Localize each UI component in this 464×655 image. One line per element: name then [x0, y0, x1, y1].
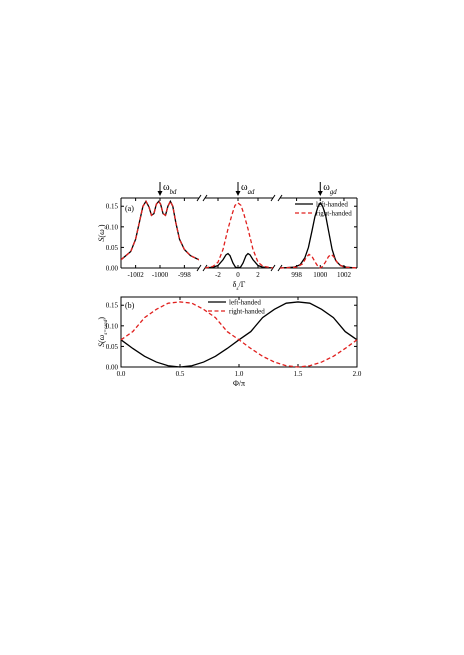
arrow-label: ωad: [241, 182, 255, 196]
arrow-label: ωgd: [323, 182, 337, 196]
x-tick-label: 1.0: [235, 370, 244, 378]
x-tick-label: -2: [215, 271, 221, 279]
x-tick-label: -998: [178, 271, 191, 279]
arrow-label: ωbd: [163, 182, 177, 196]
y-tick-label: 0.00: [106, 265, 119, 273]
arrow-head: [317, 191, 323, 196]
panel-label: (b): [125, 301, 135, 310]
x-tick-label: 0: [236, 271, 240, 279]
x-axis-label: Φ/π: [233, 379, 245, 388]
series-line-right-handed: [205, 202, 273, 269]
y-tick-label: 0.00: [106, 364, 119, 372]
x-tick-label: 1002: [337, 271, 352, 279]
legend-label: left-handed: [316, 201, 348, 209]
axis-break-mark: [196, 194, 202, 202]
x-tick-label: -1000: [152, 271, 169, 279]
y-tick-label: 0.05: [106, 343, 119, 351]
legend-label: right-handed: [229, 308, 265, 316]
x-axis-label: δs/Γ: [233, 280, 246, 292]
panel-b: 0.0 0.5 1.0 1.5 2.0 0.00 0.05 0.10 0.15 (b) S(ωs=ω…: [97, 296, 362, 388]
x-tick-label: 0.0: [117, 370, 126, 378]
axis-break-mark: [270, 194, 276, 202]
y-tick-label: 0.15: [106, 203, 119, 211]
series-line-right-handed: [121, 199, 199, 261]
series-line-right-handed: [280, 253, 357, 269]
x-tick-label: 1.5: [294, 370, 303, 378]
axis-break-mark: [202, 194, 208, 202]
axis-break-mark: [196, 264, 202, 272]
x-tick-label: -1002: [127, 271, 144, 279]
series-line-left-handed: [205, 252, 273, 269]
y-axis-label: S(ωs=ωad): [97, 317, 109, 347]
x-tick-label: 0.5: [176, 370, 185, 378]
legend-label: right-handed: [316, 210, 352, 218]
y-tick-label: 0.05: [106, 244, 119, 252]
y-tick-label: 0.10: [106, 322, 119, 330]
series-line-right-handed: [120, 301, 358, 368]
x-tick-label: 1000: [313, 271, 328, 279]
legend-label: left-handed: [229, 299, 261, 307]
y-tick-label: 0.10: [106, 223, 119, 231]
y-tick-label: 0.15: [106, 302, 119, 310]
x-tick-label: 998: [291, 271, 302, 279]
y-axis-label: S(ωs): [97, 224, 109, 241]
panel-a: 0.00 0.05 0.10 0.15 -1002 -1000 -998 ωbd -2 0 2 ωad…: [97, 182, 358, 292]
x-tick-label: 2.0: [353, 370, 362, 378]
arrow-head: [235, 191, 241, 196]
x-tick-label: 2: [256, 271, 260, 279]
panel-label: (a): [125, 204, 134, 213]
arrow-head: [157, 191, 163, 196]
axis-break-mark: [277, 194, 283, 202]
